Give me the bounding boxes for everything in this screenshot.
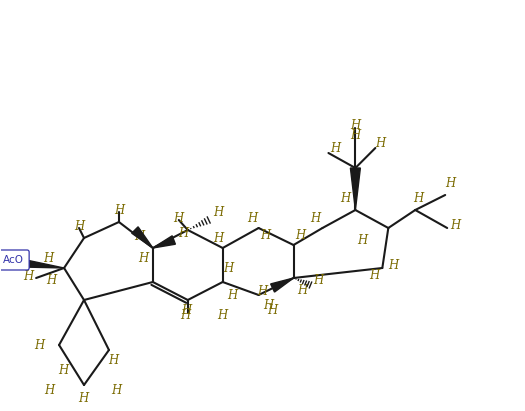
Text: H: H	[182, 303, 192, 316]
Text: H: H	[313, 273, 323, 286]
Polygon shape	[153, 236, 175, 248]
Text: H: H	[257, 284, 268, 298]
Polygon shape	[132, 227, 153, 248]
Text: H: H	[375, 136, 385, 150]
Text: H: H	[296, 229, 306, 242]
Text: H: H	[350, 118, 361, 132]
Text: H: H	[214, 231, 224, 245]
Text: H: H	[214, 206, 224, 219]
Text: H: H	[369, 268, 380, 282]
Text: H: H	[388, 259, 398, 272]
Text: H: H	[58, 363, 68, 376]
Text: H: H	[111, 383, 121, 397]
Text: H: H	[44, 383, 54, 397]
Text: H: H	[23, 270, 33, 282]
Text: H: H	[413, 192, 423, 205]
Text: H: H	[217, 309, 228, 321]
Text: H: H	[108, 353, 118, 367]
Polygon shape	[20, 259, 64, 268]
Text: H: H	[34, 339, 44, 351]
Text: H: H	[445, 176, 455, 189]
Text: H: H	[43, 252, 53, 265]
Text: H: H	[310, 212, 321, 224]
Text: H: H	[247, 212, 258, 224]
Text: H: H	[450, 219, 460, 231]
Text: H: H	[267, 303, 278, 316]
Text: H: H	[264, 298, 274, 312]
Text: H: H	[224, 261, 234, 275]
Text: H: H	[174, 212, 184, 224]
Text: H: H	[46, 273, 56, 286]
Text: H: H	[357, 233, 367, 247]
Text: AcO: AcO	[3, 255, 24, 265]
Polygon shape	[350, 168, 360, 210]
Text: H: H	[340, 192, 351, 205]
Polygon shape	[271, 278, 293, 292]
Text: H: H	[78, 392, 88, 404]
Text: H: H	[260, 229, 271, 242]
Text: H: H	[227, 289, 238, 302]
Text: H: H	[330, 141, 341, 155]
Text: H: H	[74, 219, 84, 233]
Text: H: H	[138, 252, 148, 265]
FancyBboxPatch shape	[0, 250, 29, 270]
Text: H: H	[181, 309, 191, 321]
Text: H: H	[178, 226, 189, 240]
Text: H: H	[297, 284, 308, 296]
Text: H: H	[114, 203, 124, 217]
Text: H: H	[134, 229, 144, 242]
Text: H: H	[350, 129, 361, 141]
